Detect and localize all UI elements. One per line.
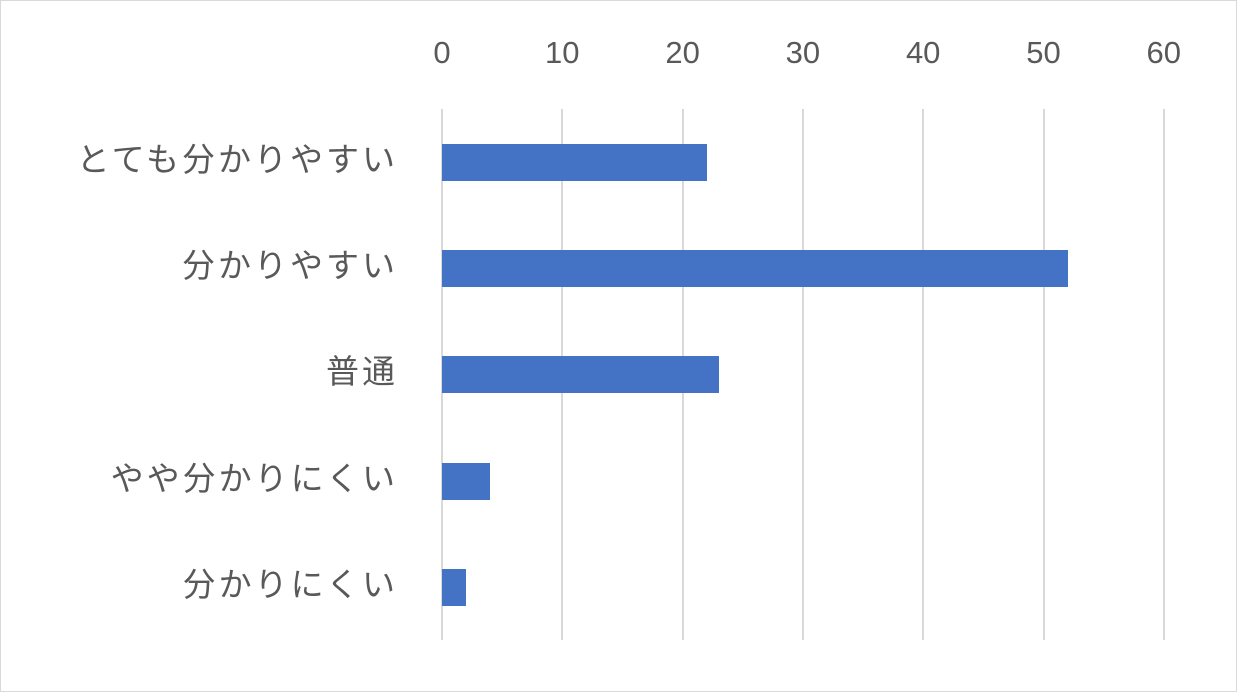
gridline <box>801 109 804 640</box>
category-label: 普通 <box>326 352 398 391</box>
x-tick-label: 20 <box>665 35 700 70</box>
gridline <box>1162 109 1165 640</box>
x-tick-label: 0 <box>433 35 451 70</box>
x-tick-label: 10 <box>545 35 580 70</box>
category-label: とても分かりやすい <box>76 140 398 179</box>
x-tick-label: 60 <box>1146 35 1182 70</box>
bar <box>442 569 467 606</box>
bar <box>442 356 719 393</box>
gridline <box>922 109 925 640</box>
category-label: 分かりやすい <box>182 246 398 285</box>
bar <box>442 250 1068 287</box>
gridline <box>1042 109 1045 640</box>
x-tick-label: 30 <box>785 35 821 70</box>
category-label: やや分かりにくい <box>110 459 398 498</box>
bar <box>442 463 491 500</box>
category-label: 分かりにくい <box>182 565 398 604</box>
bar <box>442 144 707 181</box>
x-tick-label: 50 <box>1026 35 1061 70</box>
x-tick-label: 40 <box>905 35 941 70</box>
